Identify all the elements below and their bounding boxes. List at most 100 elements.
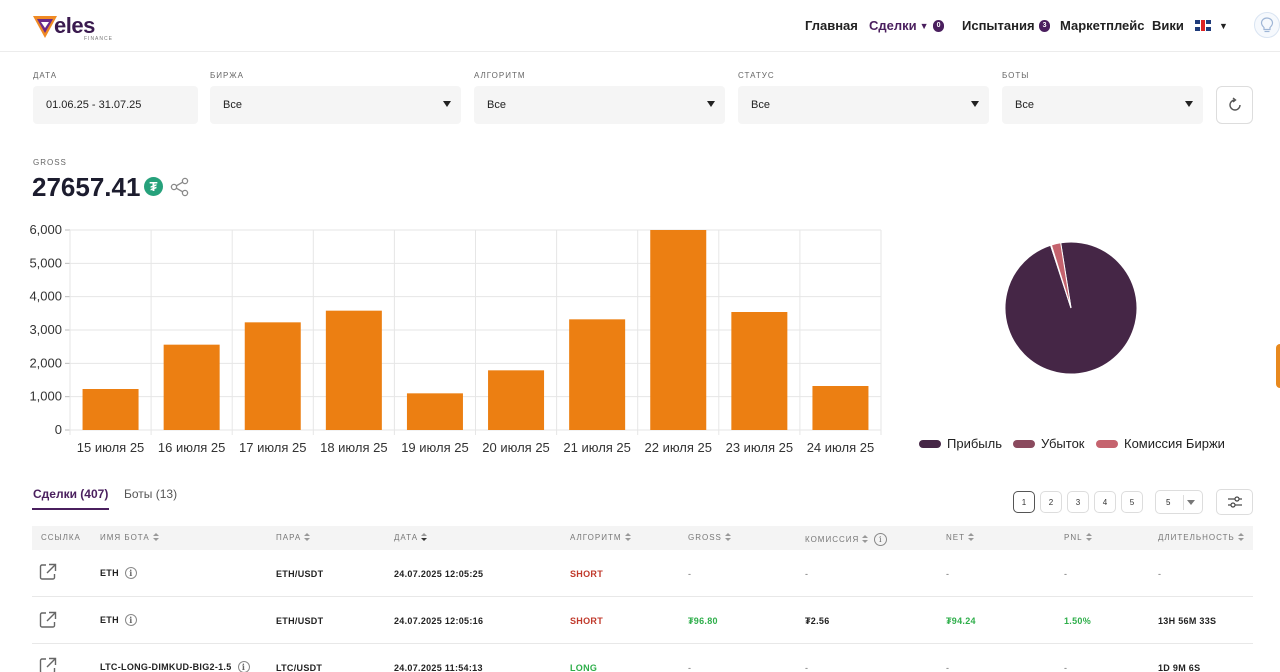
y-tick-label: 5,000: [29, 255, 62, 270]
page-button-4[interactable]: 4: [1094, 491, 1116, 513]
filter-algorithm-select[interactable]: Все: [474, 86, 725, 124]
column-header-pair[interactable]: ПАРА: [276, 533, 311, 542]
table-cell-duration: 13H 56M 33S: [1158, 616, 1217, 626]
y-tick-label: 4,000: [29, 289, 62, 304]
bar[interactable]: [244, 322, 301, 430]
filter-exchange-label: БИРЖА: [210, 71, 244, 80]
sort-icon: [304, 533, 311, 542]
sort-icon: [1237, 533, 1244, 542]
sliders-icon: [1227, 496, 1242, 508]
legend-item-exchange-fee[interactable]: Комиссия Биржи: [1096, 436, 1225, 451]
x-tick-label: 24 июля 25: [807, 440, 875, 455]
tab-bots[interactable]: Боты (13): [124, 487, 178, 501]
filter-exchange-select[interactable]: Все: [210, 86, 461, 124]
lightbulb-icon: [1260, 17, 1274, 33]
x-tick-label: 23 июля 25: [726, 440, 794, 455]
table-cell-net: -: [946, 663, 950, 672]
table-cell-algorithm: SHORT: [570, 569, 603, 579]
y-tick-label: 2,000: [29, 355, 62, 370]
language-selector[interactable]: ▼: [1195, 20, 1228, 31]
sort-icon: [862, 535, 869, 544]
theme-toggle-button[interactable]: [1254, 12, 1280, 38]
legend-swatch: [1013, 439, 1035, 448]
info-icon[interactable]: i: [874, 533, 888, 546]
logo-subtext: FINANCE: [84, 36, 113, 42]
page-button-2[interactable]: 2: [1040, 491, 1062, 513]
legend-label: Комиссия Биржи: [1124, 436, 1225, 451]
bar[interactable]: [731, 312, 788, 430]
column-header-gross[interactable]: GROSS: [688, 533, 731, 542]
table-cell-bot[interactable]: LTC-LONG-DIMKUD-BIG2-1.5 i: [100, 661, 250, 672]
sort-icon: [1085, 533, 1092, 542]
table-cell-pnl: -: [1064, 569, 1068, 579]
nav-wiki[interactable]: Вики: [1152, 18, 1184, 33]
y-tick-label: 3,000: [29, 322, 62, 337]
nav-deals[interactable]: Сделки ▼ 0: [869, 18, 945, 33]
x-tick-label: 19 июля 25: [401, 440, 469, 455]
sort-icon: [724, 533, 731, 542]
pie-slice[interactable]: [1050, 242, 1072, 309]
table-cell-bot[interactable]: ETH i: [100, 614, 137, 626]
side-feedback-tab[interactable]: [1276, 344, 1280, 388]
legend-label: Прибыль: [947, 436, 1002, 451]
column-header-fee[interactable]: КОМИССИЯ i: [805, 533, 888, 546]
table-settings-button[interactable]: [1216, 489, 1253, 515]
page-button-1[interactable]: 1: [1013, 491, 1035, 513]
page-button-5[interactable]: 5: [1121, 491, 1143, 513]
legend-item-profit[interactable]: Прибыль: [919, 436, 1002, 451]
filter-bots-value: Все: [1015, 99, 1034, 111]
column-header-date[interactable]: ДАТА: [394, 533, 428, 542]
column-header-net[interactable]: NET: [946, 533, 974, 542]
bar[interactable]: [812, 386, 869, 430]
x-tick-label: 21 июля 25: [563, 440, 631, 455]
table-cell-pnl: 1.50%: [1064, 616, 1092, 626]
table-cell-algorithm: SHORT: [570, 616, 603, 626]
info-icon[interactable]: i: [237, 661, 250, 672]
nav-home[interactable]: Главная: [805, 18, 858, 33]
filter-status-select[interactable]: Все: [738, 86, 989, 124]
external-link-icon[interactable]: [39, 611, 57, 629]
y-tick-label: 1,000: [29, 389, 62, 404]
legend-swatch: [919, 439, 941, 448]
info-icon[interactable]: i: [124, 567, 137, 579]
x-tick-label: 18 июля 25: [320, 440, 388, 455]
bar[interactable]: [325, 310, 382, 430]
filter-date-input[interactable]: 01.06.25 - 31.07.25: [33, 86, 198, 124]
table-cell-bot[interactable]: ETH i: [100, 567, 137, 579]
nav-marketplace[interactable]: Маркетплейс: [1060, 18, 1145, 33]
tab-deals[interactable]: Сделки (407): [33, 487, 109, 501]
table-cell-fee: -: [805, 663, 809, 672]
table-header: [32, 526, 1253, 550]
external-link-icon[interactable]: [39, 563, 57, 581]
column-header-algorithm[interactable]: АЛГОРИТМ: [570, 533, 631, 542]
refresh-button[interactable]: [1216, 86, 1253, 124]
share-icon[interactable]: [170, 177, 190, 197]
daily-gross-bar-chart: 0 1,000 2,000 3,000 4,000 5,000 6,000 15 июля 2…: [29, 222, 882, 455]
y-tick-label: 0: [55, 422, 62, 437]
bar[interactable]: [488, 370, 545, 430]
info-icon[interactable]: i: [124, 614, 137, 626]
veles-logo[interactable]: eles FINANCE: [32, 10, 112, 42]
per-page-select[interactable]: 5: [1155, 490, 1203, 514]
table-cell-pair: ETH/USDT: [276, 569, 324, 579]
bar[interactable]: [650, 230, 707, 430]
logo-text: eles: [54, 13, 95, 38]
refresh-icon: [1228, 97, 1241, 111]
profit-loss-pie-chart: [1004, 241, 1138, 375]
filter-algorithm-label: АЛГОРИТМ: [474, 71, 526, 80]
legend-item-loss[interactable]: Убыток: [1013, 436, 1085, 451]
bar[interactable]: [82, 389, 139, 430]
nav-tests[interactable]: Испытания 3: [962, 18, 1051, 33]
bar[interactable]: [569, 319, 626, 430]
filter-exchange-value: Все: [223, 99, 242, 111]
column-header-pnl[interactable]: PNL: [1064, 533, 1092, 542]
bar[interactable]: [163, 344, 220, 430]
filter-bots-select[interactable]: Все: [1002, 86, 1203, 124]
sort-icon: [968, 533, 974, 542]
external-link-icon[interactable]: [39, 657, 57, 672]
bar[interactable]: [406, 393, 463, 430]
column-header-bot[interactable]: ИМЯ БОТА: [100, 533, 159, 542]
column-header-duration[interactable]: ДЛИТЕЛЬНОСТЬ: [1158, 533, 1244, 542]
dropdown-arrow-icon: [707, 101, 715, 107]
page-button-3[interactable]: 3: [1067, 491, 1089, 513]
